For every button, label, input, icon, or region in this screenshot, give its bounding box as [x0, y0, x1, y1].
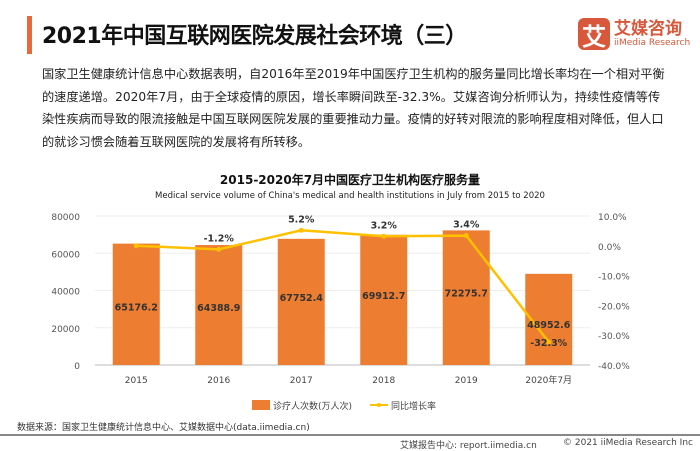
bar-value-label: 67752.4: [280, 293, 324, 304]
x-tick-label: 2019: [455, 376, 478, 386]
logo: 艾 艾媒咨询 iiMedia Research: [578, 18, 691, 51]
title-accent-bar: [27, 16, 32, 54]
bar-value-label: 48952.6: [527, 320, 571, 331]
growth-point: [133, 243, 139, 249]
bar: [195, 245, 243, 365]
growth-point: [381, 233, 387, 239]
y2-tick-label: -20.0%: [598, 302, 630, 312]
page-title: 2021年中国互联网医院发展社会环境（三）: [42, 24, 467, 49]
bar-value-label: 72275.7: [445, 289, 488, 300]
bar: [112, 243, 160, 365]
data-source: 数据来源：国家卫生健康统计信息中心、艾媒数据中心(data.iimedia.cn…: [17, 423, 310, 433]
x-tick-label: 2016: [207, 376, 230, 386]
y-tick-label: 60000: [51, 250, 80, 260]
y2-tick-label: 0.0%: [598, 243, 621, 253]
growth-value-label: 3.2%: [371, 220, 398, 231]
chart-title: 2015-2020年7月中国医疗卫生机构医疗服务量: [220, 172, 480, 187]
y2-tick-label: -40.0%: [598, 362, 630, 372]
description-paragraph: 国家卫生健康统计信息中心数据表明，自2016年至2019年中国医疗卫生机构的服务…: [42, 67, 665, 149]
growth-point: [463, 233, 469, 239]
growth-point: [216, 246, 222, 252]
logo-cn: 艾媒咨询: [614, 19, 682, 39]
bar: [442, 230, 490, 365]
x-tick-label: 2018: [372, 376, 395, 386]
x-tick-label: 2015: [125, 376, 148, 386]
bar: [525, 273, 573, 365]
y-tick-label: 20000: [51, 325, 80, 335]
y2-tick-label: -30.0%: [598, 332, 630, 342]
y-tick-label: 80000: [51, 213, 80, 223]
footer-divider: [0, 434, 700, 436]
y2-tick-label: -10.0%: [598, 273, 630, 283]
growth-value-label: 3.4%: [453, 220, 480, 231]
growth-value-label: -1.2%: [204, 233, 235, 244]
legend: 诊疗人次数(万人次) 同比增长率: [252, 400, 436, 412]
bar: [360, 234, 408, 365]
bar: [277, 238, 325, 365]
growth-point: [298, 227, 304, 233]
logo-mark-icon: 艾: [578, 18, 610, 51]
footer-report: 艾媒报告中心: report.iimedia.cn: [400, 441, 537, 451]
growth-value-label: -32.3%: [530, 338, 567, 349]
bar-value-label: 65176.2: [115, 302, 158, 313]
legend-bar-label: 诊疗人次数(万人次): [273, 400, 352, 412]
y2-tick-label: 10.0%: [598, 213, 627, 223]
bar-value-label: 69912.7: [362, 291, 405, 302]
growth-line: [136, 229, 550, 343]
y-tick-label: 40000: [51, 288, 80, 298]
x-tick-label: 2017: [290, 376, 313, 386]
legend-bar-swatch: [252, 400, 270, 410]
y-tick-label: 0: [74, 362, 80, 372]
bar-value-label: 64388.9: [197, 303, 240, 314]
footer-copyright: © 2021 iiMedia Research Inc: [563, 438, 693, 448]
growth-value-label: 5.2%: [288, 214, 315, 225]
chart-subtitle: Medical service volume of China's medica…: [155, 191, 545, 201]
legend-line-label: 同比增长率: [391, 400, 436, 412]
legend-line-marker: [377, 403, 381, 407]
logo-en: iiMedia Research: [614, 38, 691, 48]
x-tick-label: 2020年7月: [525, 374, 572, 386]
growth-point: [546, 339, 552, 345]
